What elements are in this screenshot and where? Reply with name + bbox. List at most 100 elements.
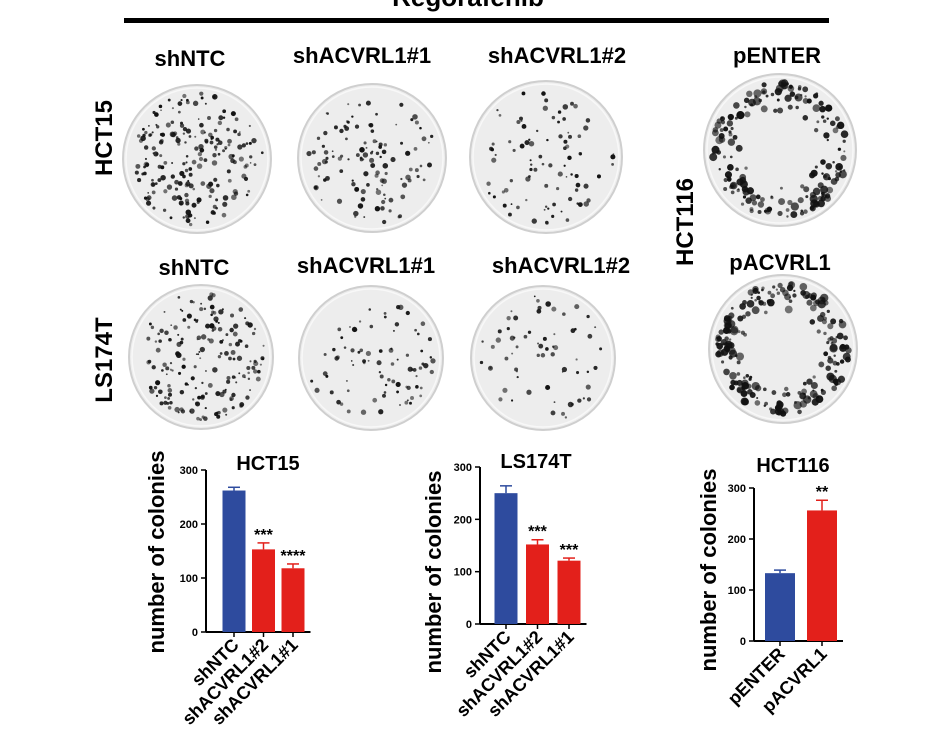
- colony-dot: [788, 299, 793, 303]
- colony-dot: [212, 311, 217, 315]
- colony-dot: [564, 416, 568, 419]
- colony-dot: [489, 366, 492, 369]
- colony-dot: [839, 359, 845, 364]
- hct15-dish-panel: HCT15 shNTC shACVRL1#1 shACVRL1#2: [91, 43, 626, 234]
- colony-dot: [594, 326, 597, 329]
- colony-dot: [422, 178, 426, 182]
- colony-dot: [222, 149, 226, 153]
- colony-dot: [325, 175, 330, 181]
- colony-dot: [354, 124, 360, 129]
- colony-dot: [587, 333, 593, 339]
- colony-dot: [574, 327, 577, 331]
- colony-dot: [521, 91, 526, 96]
- colony-dot: [416, 175, 420, 178]
- colony-dot: [150, 182, 156, 187]
- colony-dot: [822, 119, 827, 123]
- colony-dot: [221, 339, 224, 342]
- colony-dot: [501, 190, 505, 194]
- colony-dot: [836, 332, 844, 340]
- colony-dot: [366, 183, 370, 187]
- colony-dot: [516, 205, 520, 210]
- colony-dot: [770, 293, 776, 299]
- colony-dot: [260, 356, 265, 361]
- colony-dot: [219, 391, 225, 398]
- colony-dot: [188, 222, 193, 227]
- colony-dot: [228, 153, 234, 160]
- colony-dot: [774, 88, 782, 96]
- colony-dot: [247, 189, 251, 193]
- colony-dot: [159, 154, 163, 158]
- colony-dot: [159, 401, 164, 406]
- colony-dot: [574, 173, 579, 179]
- colony-dot: [585, 118, 591, 123]
- colony-dot: [204, 392, 208, 395]
- colony-dot: [351, 182, 356, 187]
- colony-dot: [184, 382, 188, 386]
- colony-dot: [177, 296, 181, 299]
- colony-dot: [197, 353, 200, 356]
- colony-dot: [184, 141, 187, 144]
- colony-dot: [151, 190, 156, 195]
- colony-dot: [486, 181, 491, 186]
- colony-dot: [253, 369, 258, 374]
- chart-title: HCT15: [236, 453, 299, 475]
- colony-dot: [213, 316, 219, 322]
- colony-dot: [788, 84, 793, 89]
- colony-dot: [786, 284, 794, 292]
- colony-dot: [392, 329, 395, 332]
- colony-dot: [372, 139, 377, 144]
- colony-dot: [508, 140, 512, 144]
- colony-dot: [519, 116, 523, 121]
- colony-dot: [174, 406, 180, 413]
- colony-dot: [197, 395, 201, 400]
- colony-dot: [136, 134, 141, 138]
- colony-dot: [843, 150, 846, 153]
- colony-dot: [232, 331, 238, 337]
- colony-dot: [186, 313, 192, 319]
- colony-dot: [736, 110, 745, 120]
- colony-dot: [217, 120, 223, 126]
- colony-dot: [163, 400, 168, 405]
- colony-dot: [545, 301, 551, 307]
- colony-dot: [173, 325, 178, 330]
- colony-dot: [735, 352, 745, 361]
- y-axis-label: number of colonies: [421, 471, 446, 674]
- colony-dot: [153, 385, 158, 390]
- colony-dot: [504, 356, 509, 361]
- colony-dot: [189, 408, 195, 414]
- colony-dot: [316, 136, 321, 140]
- colony-dot: [730, 325, 739, 334]
- colony-dot: [222, 195, 229, 201]
- colony-dot: [570, 173, 573, 176]
- colony-dot: [830, 178, 838, 185]
- colony-dot: [326, 112, 329, 115]
- colony-dot: [230, 158, 235, 164]
- y-tick-label: 300: [728, 483, 746, 495]
- colony-dot: [784, 386, 789, 392]
- colony-dot: [488, 191, 491, 195]
- colony-dot: [750, 296, 753, 299]
- colony-dot: [412, 368, 417, 372]
- colony-dot: [736, 387, 742, 393]
- colony-dot: [188, 135, 192, 138]
- colony-dot: [233, 376, 237, 379]
- colony-dot: [800, 184, 805, 189]
- colony-dot: [360, 197, 366, 202]
- colony-dot: [365, 146, 368, 149]
- y-tick-label: 200: [180, 519, 198, 531]
- colony-dot: [194, 146, 199, 151]
- colony-dot: [375, 112, 378, 116]
- colony-dot: [147, 192, 150, 194]
- colony-dot: [574, 188, 579, 192]
- colony-dot: [218, 115, 224, 121]
- colony-dot: [410, 118, 414, 122]
- colony-dot: [182, 357, 186, 361]
- colony-dot: [745, 374, 750, 378]
- colony-dot: [244, 163, 249, 168]
- colony-dot: [736, 178, 744, 186]
- colony-dot: [498, 113, 502, 117]
- colony-dot: [536, 308, 542, 314]
- colony-dot: [203, 307, 207, 311]
- hct116-dish-1: [703, 73, 857, 227]
- colony-dot: [741, 398, 749, 406]
